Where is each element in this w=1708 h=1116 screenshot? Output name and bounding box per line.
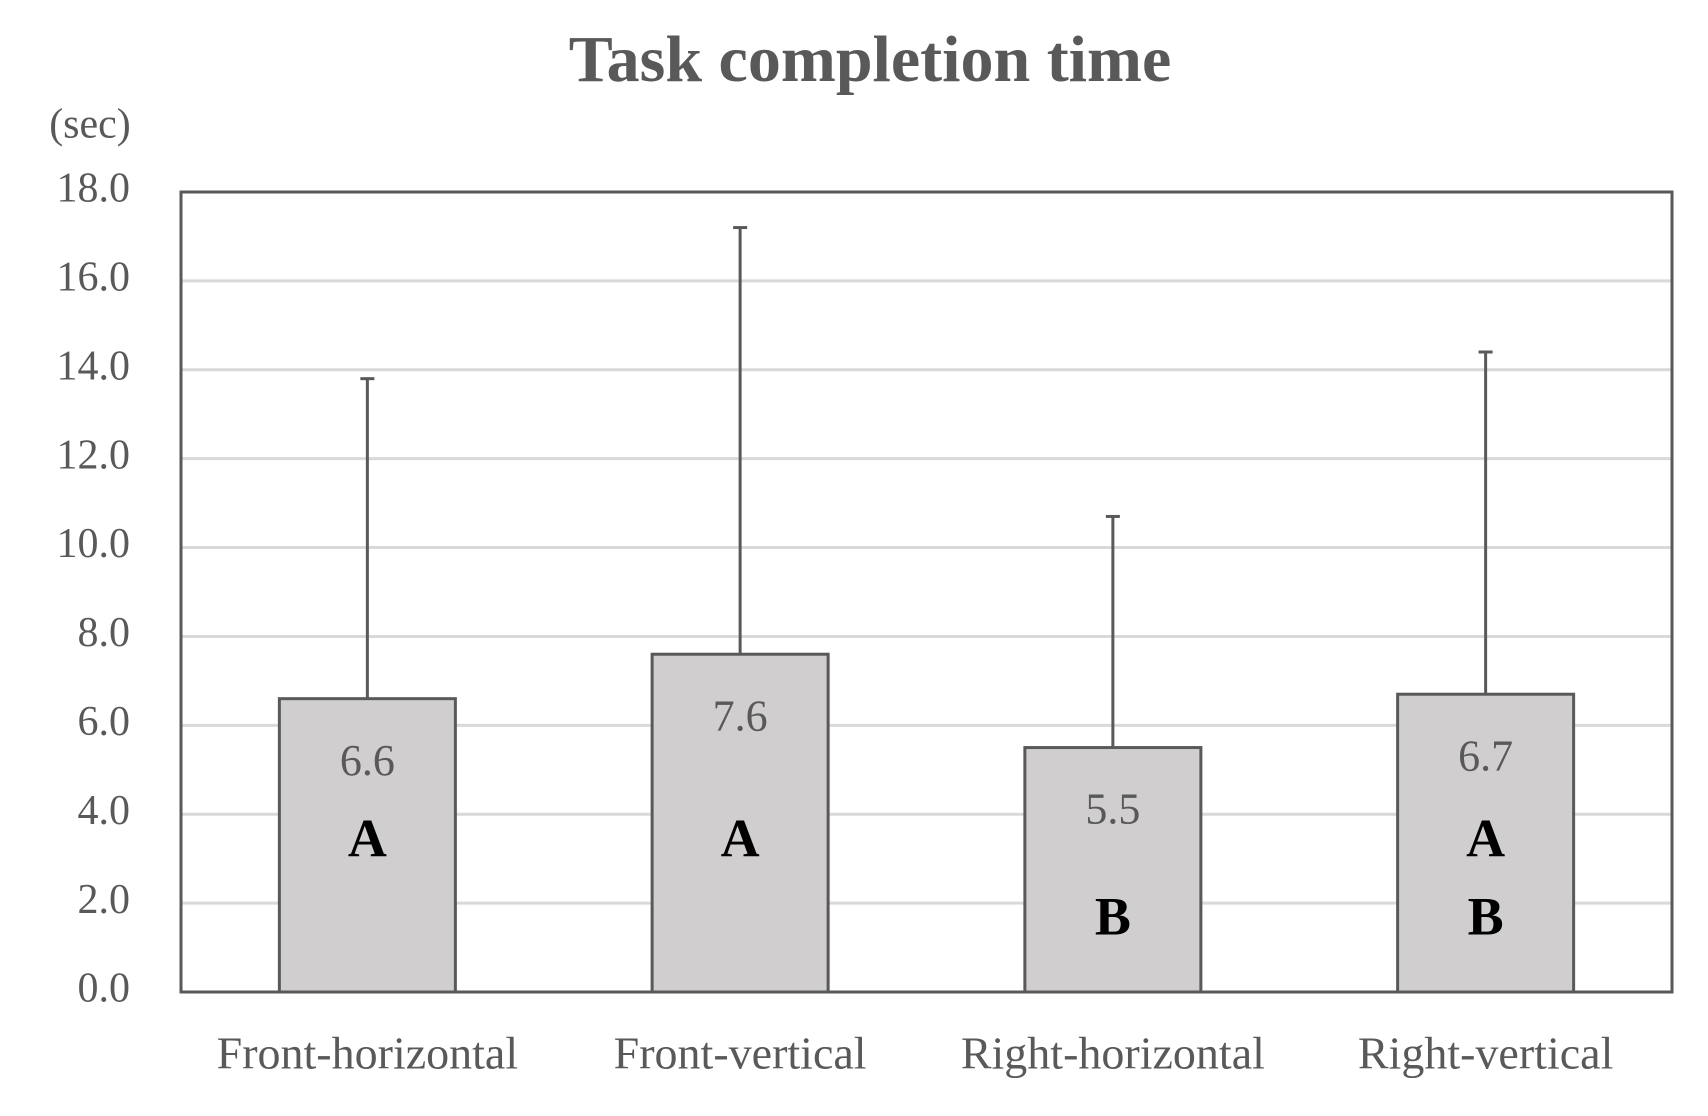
y-tick-label: 10.0: [57, 521, 131, 567]
x-tick-label: Front-vertical: [614, 1028, 867, 1079]
x-tick-label: Right-horizontal: [961, 1028, 1265, 1079]
y-tick-label: 16.0: [57, 255, 131, 301]
y-tick-label: 18.0: [57, 166, 131, 212]
bar: [1023, 746, 1203, 994]
group-letter: B: [1095, 886, 1131, 946]
y-tick-label: 14.0: [57, 343, 131, 389]
y-tick-label: 12.0: [57, 432, 131, 478]
y-axis-label: (sec): [49, 102, 131, 148]
group-letter: A: [1466, 808, 1505, 868]
x-tick-label: Right-vertical: [1358, 1028, 1613, 1079]
plot-frame: [179, 190, 1674, 994]
x-tick-label: Front-horizontal: [217, 1028, 519, 1079]
value-label: 7.6: [713, 691, 768, 740]
bar: [277, 697, 457, 994]
y-tick-label: 0.0: [78, 966, 131, 1012]
bar: [650, 652, 830, 994]
value-label: 6.6: [340, 736, 395, 785]
y-tick-label: 4.0: [78, 788, 131, 834]
group-letter: A: [348, 808, 387, 868]
y-tick-label: 2.0: [78, 877, 131, 923]
y-tick-label: 8.0: [78, 610, 131, 656]
y-tick-label: 6.0: [78, 699, 131, 745]
value-label: 5.5: [1085, 785, 1140, 834]
value-label: 6.7: [1458, 731, 1513, 780]
group-letter: A: [721, 808, 760, 868]
chart-title: Task completion time: [569, 23, 1172, 96]
bar: [1396, 692, 1576, 994]
group-letter: B: [1468, 886, 1504, 946]
